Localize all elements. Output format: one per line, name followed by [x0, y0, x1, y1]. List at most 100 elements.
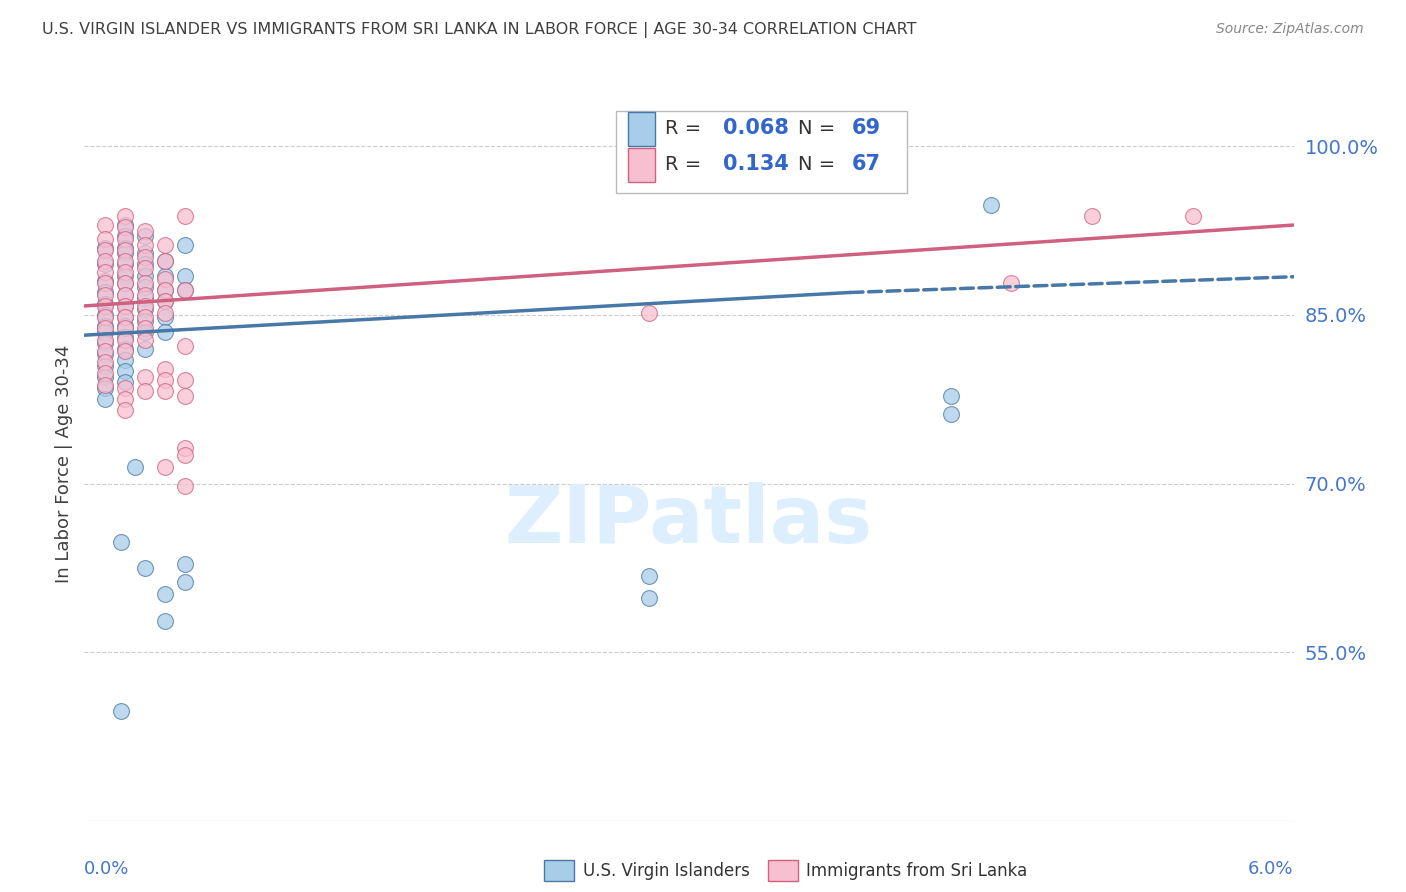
Text: N =: N =: [797, 154, 841, 174]
Point: [93, 347, 115, 361]
FancyBboxPatch shape: [768, 860, 797, 881]
Point: [114, 364, 136, 378]
Point: [174, 238, 197, 252]
Point: [114, 403, 136, 417]
Point: [114, 392, 136, 407]
Point: [93, 343, 115, 358]
Point: [174, 479, 197, 493]
Text: N =: N =: [797, 119, 841, 138]
Point: [114, 209, 136, 223]
Point: [93, 369, 115, 384]
Point: [134, 291, 156, 305]
Point: [174, 373, 197, 387]
Point: [980, 198, 1002, 212]
Point: [93, 367, 115, 381]
FancyBboxPatch shape: [628, 148, 655, 182]
Text: 0.134: 0.134: [723, 154, 789, 174]
Point: [114, 299, 136, 313]
Point: [114, 220, 136, 235]
Point: [110, 535, 132, 549]
Text: 67: 67: [852, 154, 882, 174]
Point: [174, 575, 197, 590]
Point: [637, 591, 659, 606]
Point: [1181, 209, 1204, 223]
Point: [134, 277, 156, 291]
Point: [153, 294, 176, 309]
Text: U.S. Virgin Islanders: U.S. Virgin Islanders: [582, 862, 749, 880]
Point: [93, 274, 115, 288]
Point: [114, 381, 136, 395]
Point: [134, 321, 156, 335]
Point: [939, 407, 962, 421]
Point: [153, 283, 176, 297]
Point: [1081, 209, 1104, 223]
Point: [114, 265, 136, 279]
Point: [93, 325, 115, 339]
Point: [134, 238, 156, 252]
Point: [114, 231, 136, 245]
Point: [134, 287, 156, 301]
Point: [134, 384, 156, 399]
Point: [174, 449, 197, 463]
Point: [153, 384, 176, 399]
Point: [134, 369, 156, 384]
Point: [153, 459, 176, 474]
Point: [134, 333, 156, 347]
Point: [114, 343, 136, 358]
Point: [93, 254, 115, 268]
Point: [114, 333, 136, 347]
Point: [93, 285, 115, 300]
Point: [134, 342, 156, 356]
Point: [93, 218, 115, 232]
Point: [153, 373, 176, 387]
Point: [114, 321, 136, 335]
Point: [114, 254, 136, 268]
Point: [93, 231, 115, 245]
Point: [114, 257, 136, 271]
Point: [93, 319, 115, 334]
Point: [114, 287, 136, 301]
Point: [134, 561, 156, 575]
Point: [93, 287, 115, 301]
Y-axis label: In Labor Force | Age 30-34: In Labor Force | Age 30-34: [55, 344, 73, 583]
Point: [134, 280, 156, 294]
Point: [174, 558, 197, 572]
Point: [114, 310, 136, 325]
Point: [114, 352, 136, 367]
Point: [93, 265, 115, 279]
Point: [174, 389, 197, 403]
Point: [153, 310, 176, 325]
Point: [134, 325, 156, 339]
Point: [93, 308, 115, 322]
Point: [153, 587, 176, 601]
FancyBboxPatch shape: [544, 860, 574, 881]
Point: [93, 333, 115, 347]
Point: [174, 339, 197, 353]
Point: [114, 268, 136, 283]
Text: ZIPatlas: ZIPatlas: [505, 482, 873, 560]
Point: [93, 336, 115, 351]
Point: [153, 362, 176, 376]
Point: [114, 229, 136, 244]
Point: [93, 321, 115, 335]
FancyBboxPatch shape: [616, 111, 907, 193]
Point: [134, 313, 156, 327]
Point: [114, 376, 136, 390]
Point: [153, 294, 176, 309]
Text: R =: R =: [665, 119, 707, 138]
Point: [93, 310, 115, 325]
Point: [114, 240, 136, 254]
Point: [134, 224, 156, 238]
Point: [174, 268, 197, 283]
Point: [114, 299, 136, 313]
Point: [134, 310, 156, 325]
Point: [153, 272, 176, 286]
Point: [93, 377, 115, 392]
Text: 0.0%: 0.0%: [84, 860, 129, 878]
Point: [153, 238, 176, 252]
Point: [153, 283, 176, 297]
Point: [114, 277, 136, 291]
Point: [93, 355, 115, 369]
Point: [153, 614, 176, 628]
FancyBboxPatch shape: [628, 112, 655, 146]
